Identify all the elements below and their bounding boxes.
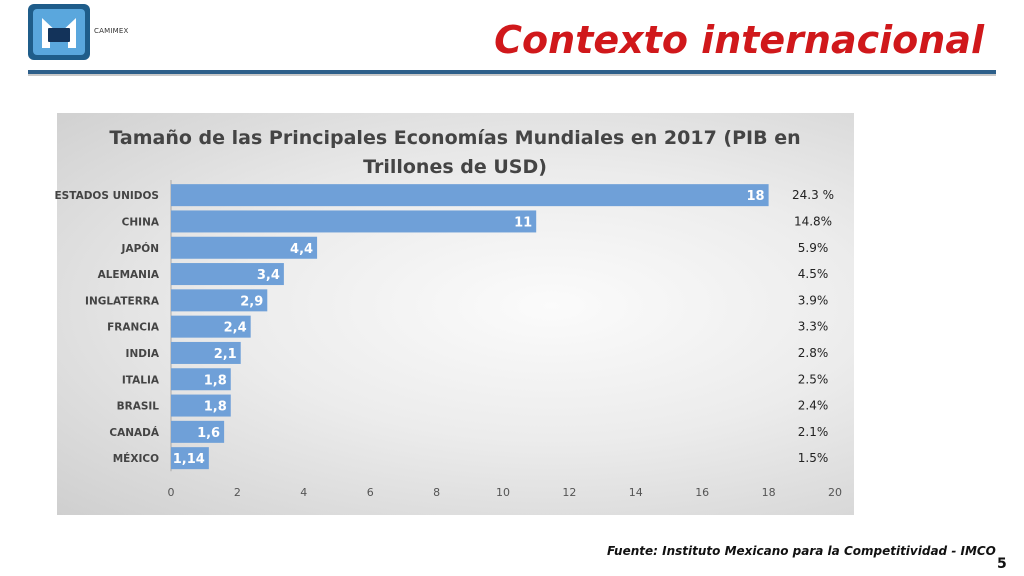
category-label: CHINA: [122, 216, 160, 228]
x-tick-label: 2: [234, 486, 241, 499]
bar-value-label: 11: [514, 215, 532, 230]
bar-inglaterra: [171, 289, 268, 312]
x-tick-label: 18: [762, 486, 776, 499]
x-tick-label: 20: [828, 486, 842, 499]
x-tick-label: 8: [433, 486, 440, 499]
category-label: MÉXICO: [113, 452, 159, 465]
share-percent-label: 14.8%: [794, 214, 832, 228]
x-tick-label: 0: [168, 486, 175, 499]
x-tick-label: 10: [496, 486, 510, 499]
bar-francia: [171, 315, 251, 338]
share-percent-label: 5.9%: [798, 241, 829, 255]
bar-value-label: 1,6: [197, 426, 220, 441]
bar-value-label: 2,9: [240, 294, 263, 309]
category-label: ITALIA: [122, 374, 160, 386]
x-tick-label: 16: [695, 486, 709, 499]
category-label: INDIA: [126, 348, 160, 360]
bar-value-label: 2,1: [214, 347, 237, 362]
chart-title-line: Trillones de USD): [363, 156, 547, 178]
bar-italia: [171, 368, 231, 391]
share-percent-label: 4.5%: [798, 267, 829, 281]
category-label: ESTADOS UNIDOS: [55, 190, 160, 202]
camimex-logo: [28, 4, 90, 60]
bar-brasil: [171, 394, 231, 417]
share-percent-label: 2.8%: [798, 346, 829, 360]
bar-canadá: [171, 420, 225, 443]
share-percent-label: 2.4%: [798, 399, 829, 413]
x-tick-label: 6: [367, 486, 374, 499]
share-percent-label: 1.5%: [798, 451, 829, 465]
share-percent-label: 2.1%: [798, 425, 829, 439]
category-label: ALEMANIA: [98, 269, 160, 281]
category-label: INGLATERRA: [85, 295, 160, 307]
bar-méxico: [171, 447, 209, 470]
logo-text: CAMIMEX: [94, 27, 129, 35]
bar-value-label: 4,4: [290, 242, 313, 257]
share-percent-label: 2.5%: [798, 372, 829, 386]
source-note: Fuente: Instituto Mexicano para la Compe…: [607, 544, 996, 558]
bar-value-label: 1,8: [204, 373, 227, 388]
bar-india: [171, 341, 241, 364]
bar-value-label: 18: [747, 189, 765, 204]
header-rule-shadow: [28, 74, 996, 76]
x-tick-label: 4: [300, 486, 307, 499]
bar-china: [171, 210, 537, 233]
chart-title-line: Tamaño de las Principales Economías Mund…: [109, 127, 800, 149]
bar-estados-unidos: [171, 184, 769, 207]
share-percent-label: 24.3 %: [792, 188, 834, 202]
page-title: Contexto internacional: [494, 18, 984, 62]
category-label: BRASIL: [117, 401, 160, 413]
bar-value-label: 1,8: [204, 400, 227, 415]
bar-alemania: [171, 263, 284, 286]
bar-value-label: 2,4: [224, 321, 247, 336]
category-label: CANADÁ: [109, 426, 159, 439]
category-label: FRANCIA: [107, 322, 160, 334]
page-number: 5: [997, 556, 1007, 572]
bar-value-label: 1,14: [173, 452, 205, 467]
bar-value-label: 3,4: [257, 268, 280, 283]
bar-japón: [171, 236, 318, 259]
category-label: JAPÓN: [121, 242, 159, 255]
share-percent-label: 3.3%: [798, 320, 829, 334]
x-tick-label: 12: [562, 486, 576, 499]
header-rule: [28, 70, 996, 74]
share-percent-label: 3.9%: [798, 293, 829, 307]
x-tick-label: 14: [629, 486, 643, 499]
